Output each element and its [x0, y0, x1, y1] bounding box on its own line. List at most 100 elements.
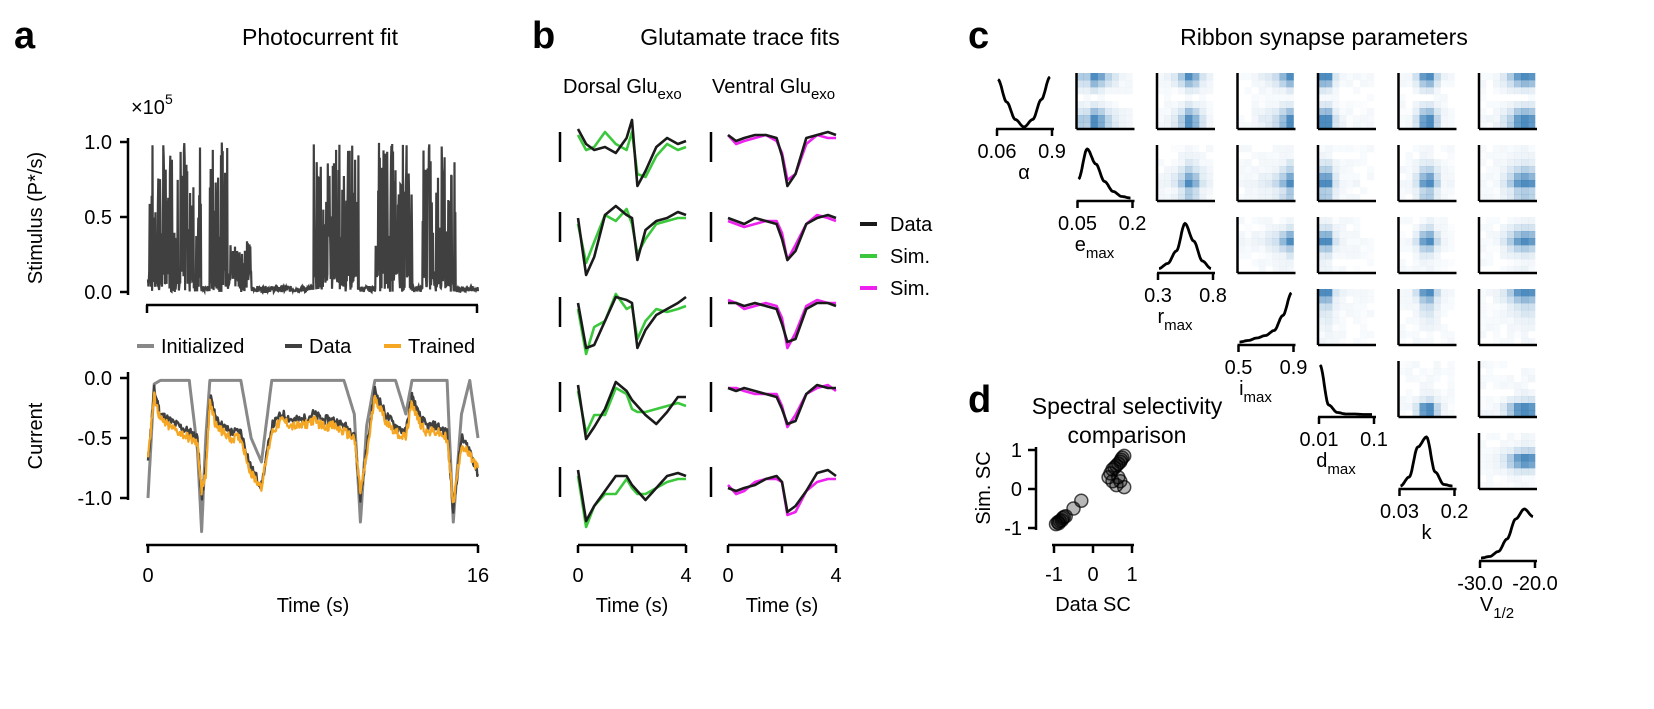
heatmap-cell	[1447, 368, 1455, 376]
heatmap-cell	[1318, 80, 1326, 88]
heatmap-cell	[1419, 403, 1427, 411]
heatmap-cell	[1493, 101, 1500, 108]
heatmap-cell	[1353, 303, 1360, 310]
heatmap-cell	[1171, 80, 1179, 88]
heatmap-cell	[1479, 303, 1487, 311]
heatmap-cell	[1528, 447, 1536, 455]
heatmap-cell	[1318, 259, 1326, 267]
heatmap-cell	[1251, 187, 1259, 195]
heatmap-cell	[1514, 245, 1522, 253]
heatmap-cell	[1412, 396, 1420, 404]
heatmap-cell	[1398, 396, 1406, 404]
glutamate-legend-label: Sim.	[890, 246, 930, 268]
heatmap-cell	[1279, 194, 1287, 202]
heatmap-cell	[1346, 166, 1354, 174]
heatmap-cell	[1332, 159, 1340, 167]
heatmap-cell	[1237, 122, 1245, 130]
heatmap-cell	[1164, 80, 1172, 88]
heatmap-cell	[1405, 317, 1413, 325]
heatmap-cell	[1279, 187, 1287, 195]
heatmap-cell	[1332, 289, 1340, 297]
heatmap-cell	[1479, 224, 1487, 232]
heatmap-cell	[1185, 108, 1193, 116]
heatmap-cell	[1448, 296, 1455, 303]
heatmap-cell	[1279, 108, 1287, 116]
heatmap-cell	[1528, 396, 1536, 404]
heatmap-cell	[1528, 368, 1536, 376]
heatmap-cell	[1251, 73, 1259, 81]
heatmap-cell	[1279, 159, 1287, 167]
heatmap-cell	[1178, 173, 1186, 181]
heatmap-cell	[1486, 361, 1494, 369]
heatmap-cell	[1521, 266, 1529, 274]
heatmap-cell	[1500, 396, 1508, 404]
heatmap-cell	[1272, 108, 1280, 116]
heatmap-cell	[1258, 245, 1266, 253]
heatmap-cell	[1332, 166, 1340, 174]
heatmap-cell	[1237, 166, 1245, 174]
heatmap-cell	[1514, 389, 1522, 397]
heatmap-cell	[1433, 396, 1441, 404]
heatmap-cell	[1178, 166, 1186, 174]
heatmap-cell	[1514, 410, 1522, 418]
heatmap-cell	[1367, 166, 1374, 173]
heatmap-cell	[1171, 108, 1179, 116]
heatmap-cell	[1258, 173, 1266, 181]
heatmap-cell	[1521, 252, 1529, 260]
heatmap-cell	[1528, 73, 1536, 81]
heatmap-cell	[1118, 122, 1126, 130]
heatmap-cell	[1507, 252, 1515, 260]
heatmap-cell	[1339, 187, 1347, 195]
current-x-tick-label: 0	[142, 565, 153, 587]
heatmap-cell	[1360, 108, 1367, 115]
heatmap-cell	[1398, 217, 1406, 225]
heatmap-cell	[1486, 101, 1493, 108]
heatmap-cell	[1178, 108, 1186, 116]
heatmap-cell	[1419, 252, 1427, 260]
heatmap-cell	[1097, 115, 1105, 123]
heatmap-cell	[1412, 231, 1420, 239]
heatmap-cell	[1325, 122, 1333, 130]
heatmap-cell	[1500, 187, 1508, 195]
panel-c-title: Ribbon synapse parameters	[1180, 24, 1468, 50]
heatmap-cell	[1185, 166, 1193, 174]
heatmap-cell	[1500, 122, 1508, 130]
heatmap-cell	[1083, 87, 1091, 95]
heatmap-cell	[1332, 180, 1340, 188]
heatmap-cell	[1493, 115, 1501, 123]
panel-b: b Glutamate trace fits Dorsal Gluexo Vent…	[532, 15, 933, 617]
panel-b-title: Glutamate trace fits	[640, 24, 839, 50]
heatmap-cell	[1514, 310, 1522, 318]
heatmap-cell	[1507, 145, 1514, 152]
heatmap-cell	[1426, 173, 1434, 181]
heatmap-cell	[1104, 122, 1112, 130]
heatmap-cell	[1272, 173, 1280, 181]
heatmap-cell	[1500, 194, 1508, 202]
heatmap-cell	[1419, 289, 1427, 297]
heatmap-cell	[1244, 187, 1252, 195]
heatmap-cell	[1353, 231, 1361, 239]
heatmap-cell	[1325, 224, 1333, 232]
heatmap-cell	[1244, 173, 1252, 181]
heatmap-cell	[1426, 389, 1434, 397]
heatmap-cell	[1514, 87, 1522, 95]
heatmap-cell	[1440, 122, 1448, 130]
heatmap-cell	[1433, 259, 1441, 267]
heatmap-cell	[1486, 231, 1494, 239]
heatmap-cell	[1346, 180, 1354, 188]
heatmap-cell	[1125, 73, 1133, 81]
heatmap-cell	[1192, 80, 1200, 88]
heatmap-cell	[1500, 382, 1508, 390]
heatmap-cell	[1353, 87, 1361, 95]
heatmap-cell	[1265, 238, 1273, 246]
heatmap-cell	[1447, 145, 1455, 153]
heatmap-cell	[1185, 115, 1193, 123]
heatmap-cell	[1493, 245, 1500, 252]
heatmap-cell	[1419, 396, 1427, 404]
heatmap-cell	[1339, 224, 1347, 232]
heatmap-cell	[1244, 194, 1252, 202]
heatmap-cell	[1406, 396, 1413, 403]
heatmap-cell	[1251, 108, 1259, 116]
heatmap-cell	[1493, 180, 1501, 188]
